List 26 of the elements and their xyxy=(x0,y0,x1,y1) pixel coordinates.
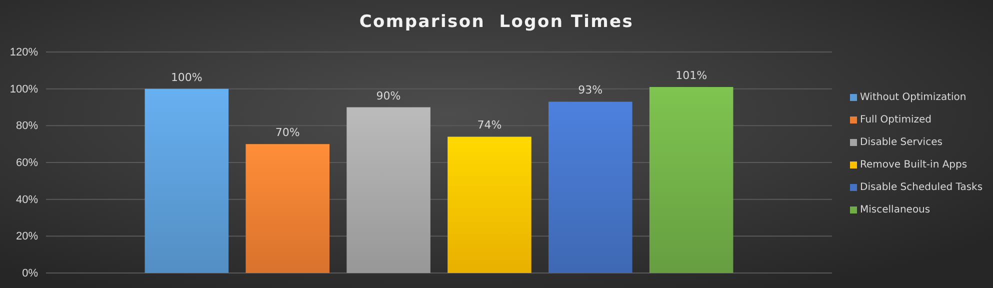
y-tick-label: 0% xyxy=(22,268,38,280)
legend-label: Remove Built-in Apps xyxy=(860,160,968,170)
legend-label: Without Optimization xyxy=(860,92,966,103)
bar xyxy=(144,88,229,273)
data-label: 70% xyxy=(275,126,300,140)
data-label: 93% xyxy=(578,84,603,97)
data-label: 90% xyxy=(376,89,401,102)
y-tick-label: 20% xyxy=(16,230,38,243)
bar xyxy=(448,136,532,273)
y-tick-label: 60% xyxy=(16,157,38,170)
y-tick-label: 120% xyxy=(10,46,38,59)
data-label: 101% xyxy=(676,68,708,82)
y-tick-label: 100% xyxy=(10,83,38,96)
y-tick-label: 80% xyxy=(16,120,38,132)
bar xyxy=(246,144,330,273)
data-label: 74% xyxy=(477,118,502,132)
bar xyxy=(346,107,430,273)
data-label: 100% xyxy=(170,70,202,84)
y-tick-label: 40% xyxy=(16,194,38,206)
bar xyxy=(649,86,734,273)
legend-label: Full Optimized xyxy=(860,114,932,126)
chart-title: Comparison Logon Times xyxy=(359,12,634,32)
legend-label: Disable Services xyxy=(860,137,942,148)
bar xyxy=(548,102,632,273)
legend-label: Miscellaneous xyxy=(860,204,930,216)
legend-label: Disable Scheduled Tasks xyxy=(860,182,983,193)
